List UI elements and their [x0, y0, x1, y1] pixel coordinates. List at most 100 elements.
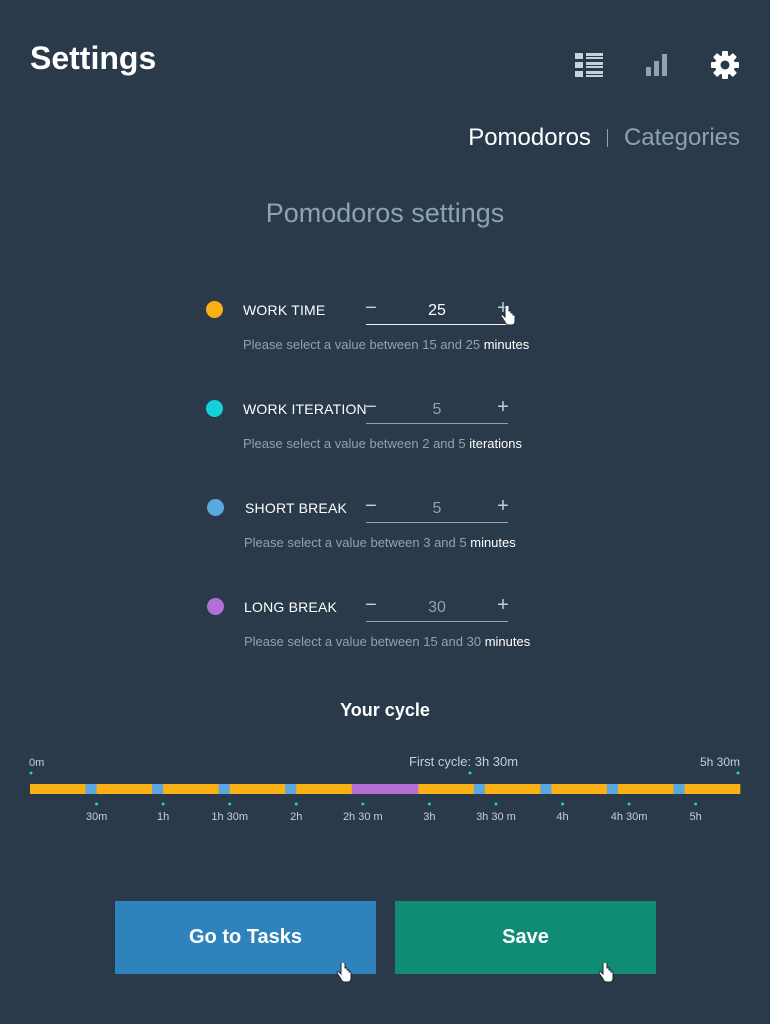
setting-work-time: WORK TIME − 25 + Please select a value b… [0, 297, 770, 360]
cycle-title: Your cycle [340, 700, 430, 720]
cycle-segment-work [30, 784, 86, 794]
cycle-tick-label: 4h 30m [611, 811, 648, 823]
long-break-value[interactable]: 30 [428, 599, 446, 616]
work-time-hint: Please select a value between 15 and 25 … [243, 337, 530, 352]
first-cycle-label: First cycle: 3h 30m [409, 754, 518, 769]
first-cycle-marker [468, 771, 472, 775]
long-break-label: LONG BREAK [244, 599, 338, 615]
work-iteration-stepper: − 5 + [365, 396, 509, 424]
long-break-unit: minutes [484, 634, 531, 649]
cycle-segment-long-break [351, 784, 419, 794]
short-break-label: SHORT BREAK [245, 500, 348, 516]
work-iteration-value[interactable]: 5 [432, 401, 442, 418]
hand-cursor-icon [336, 963, 352, 983]
setting-long-break: LONG BREAK − 30 + Please select a value … [0, 594, 770, 657]
work-time-stepper: − 25 + [365, 297, 509, 325]
long-break-stepper: − 30 + [365, 594, 509, 622]
work-time-color-dot [206, 301, 223, 318]
cycle-tick-label: 3h [423, 811, 435, 823]
cycle-segment-short-break [152, 784, 164, 794]
short-break-value[interactable]: 5 [432, 500, 442, 517]
cycle-tick-marker [294, 802, 298, 806]
cycle-tick-marker [494, 802, 498, 806]
cycle-segment-short-break [540, 784, 552, 794]
long-break-decrement-button[interactable]: − [365, 594, 377, 616]
short-break-decrement-button[interactable]: − [365, 495, 377, 517]
work-time-unit: minutes [483, 337, 530, 352]
header-nav [538, 48, 742, 82]
cycle-segment-short-break [606, 784, 619, 794]
cycle-segment-short-break [285, 784, 297, 794]
list-icon[interactable] [572, 48, 606, 82]
cycle-tick-marker [427, 802, 431, 806]
work-time-decrement-button[interactable]: − [365, 297, 377, 319]
work-iteration-label: WORK ITERATION [243, 401, 367, 417]
cycle-tick-label: 4h [556, 811, 568, 823]
cycle-tick-marker [95, 802, 99, 806]
cycle-segment-work [551, 784, 608, 794]
work-time-label: WORK TIME [243, 302, 326, 318]
cycle-tick-label: 2h 30 m [343, 811, 383, 823]
hand-cursor-icon [598, 963, 614, 983]
cycle-timeline: 0m First cycle: 3h 30m 5h 30m 30m 1h 1h 30… [29, 754, 741, 823]
work-iteration-decrement-button[interactable]: − [365, 396, 377, 418]
cycle-tick-label: 30m [86, 811, 107, 823]
cycle-tick-label: 5h [690, 811, 702, 823]
cycle-segment-short-break [673, 784, 685, 794]
cycle-ticks: 30m 1h 1h 30m 2h 2h 30 m 3h 3h 30 m 4h 4h 30m 5h [86, 802, 702, 823]
settings-tabs: Pomodoros Categories [468, 124, 740, 152]
cycle-tick-label: 3h 30 m [476, 811, 516, 823]
cycle-segment-short-break [218, 784, 230, 794]
work-iteration-color-dot [206, 400, 223, 417]
cycle-tick-label: 1h 30m [211, 811, 248, 823]
cycle-end-label: 5h 30m [700, 755, 740, 769]
gear-icon[interactable] [708, 48, 742, 82]
short-break-hint: Please select a value between 3 and 5 mi… [244, 535, 516, 550]
work-time-increment-button[interactable]: + [497, 297, 509, 319]
short-break-unit: minutes [470, 535, 516, 550]
cycle-segment-work [684, 784, 741, 794]
short-break-increment-button[interactable]: + [497, 495, 509, 517]
cycle-tick-marker [627, 802, 631, 806]
long-break-increment-button[interactable]: + [497, 594, 509, 616]
cycle-segment-work [418, 784, 475, 794]
cycle-tick-marker [561, 802, 564, 806]
short-break-stepper: − 5 + [365, 495, 509, 523]
cycle-tick-label: 2h [290, 811, 302, 823]
cycle-segment-work [229, 784, 286, 794]
cycle-segment-work [296, 784, 353, 794]
long-break-color-dot [207, 598, 224, 615]
cycle-segment-work [617, 784, 674, 794]
cycle-segment-short-break [85, 784, 97, 794]
setting-work-iteration: WORK ITERATION − 5 + Please select a val… [0, 396, 770, 459]
cycle-segment-work [96, 784, 153, 794]
work-time-value[interactable]: 25 [428, 302, 446, 319]
go-to-tasks-button[interactable]: Go to Tasks [115, 901, 376, 974]
tab-divider [606, 129, 608, 147]
page-title: Settings [30, 40, 157, 76]
tab-categories[interactable]: Categories [623, 124, 740, 151]
cycle-end-marker [736, 771, 740, 775]
hand-cursor-icon [500, 306, 516, 326]
cycle-tick-marker [228, 802, 232, 806]
setting-short-break: SHORT BREAK − 5 + Please select a value … [0, 495, 770, 558]
chart-icon[interactable] [640, 48, 674, 82]
work-iteration-unit: iterations [469, 436, 522, 451]
cycle-segment-short-break [473, 784, 486, 794]
cycle-tick-label: 1h [157, 811, 169, 823]
tab-pomodoros[interactable]: Pomodoros [468, 124, 591, 151]
cycle-start-label: 0m [29, 757, 44, 769]
cycle-bar [30, 784, 741, 794]
section-title: Pomodoros settings [265, 198, 505, 228]
work-iteration-increment-button[interactable]: + [497, 396, 509, 418]
cycle-tick-marker [694, 802, 698, 806]
save-button[interactable]: Save [395, 901, 656, 974]
cycle-tick-marker [361, 802, 365, 806]
cycle-segment-work [163, 784, 219, 794]
cycle-segment-work [484, 784, 541, 794]
long-break-hint: Please select a value between 15 and 30 … [244, 634, 531, 649]
cycle-start-marker [29, 771, 33, 775]
short-break-color-dot [207, 499, 224, 516]
work-iteration-hint: Please select a value between 2 and 5 it… [243, 436, 522, 451]
cycle-tick-marker [161, 802, 165, 806]
